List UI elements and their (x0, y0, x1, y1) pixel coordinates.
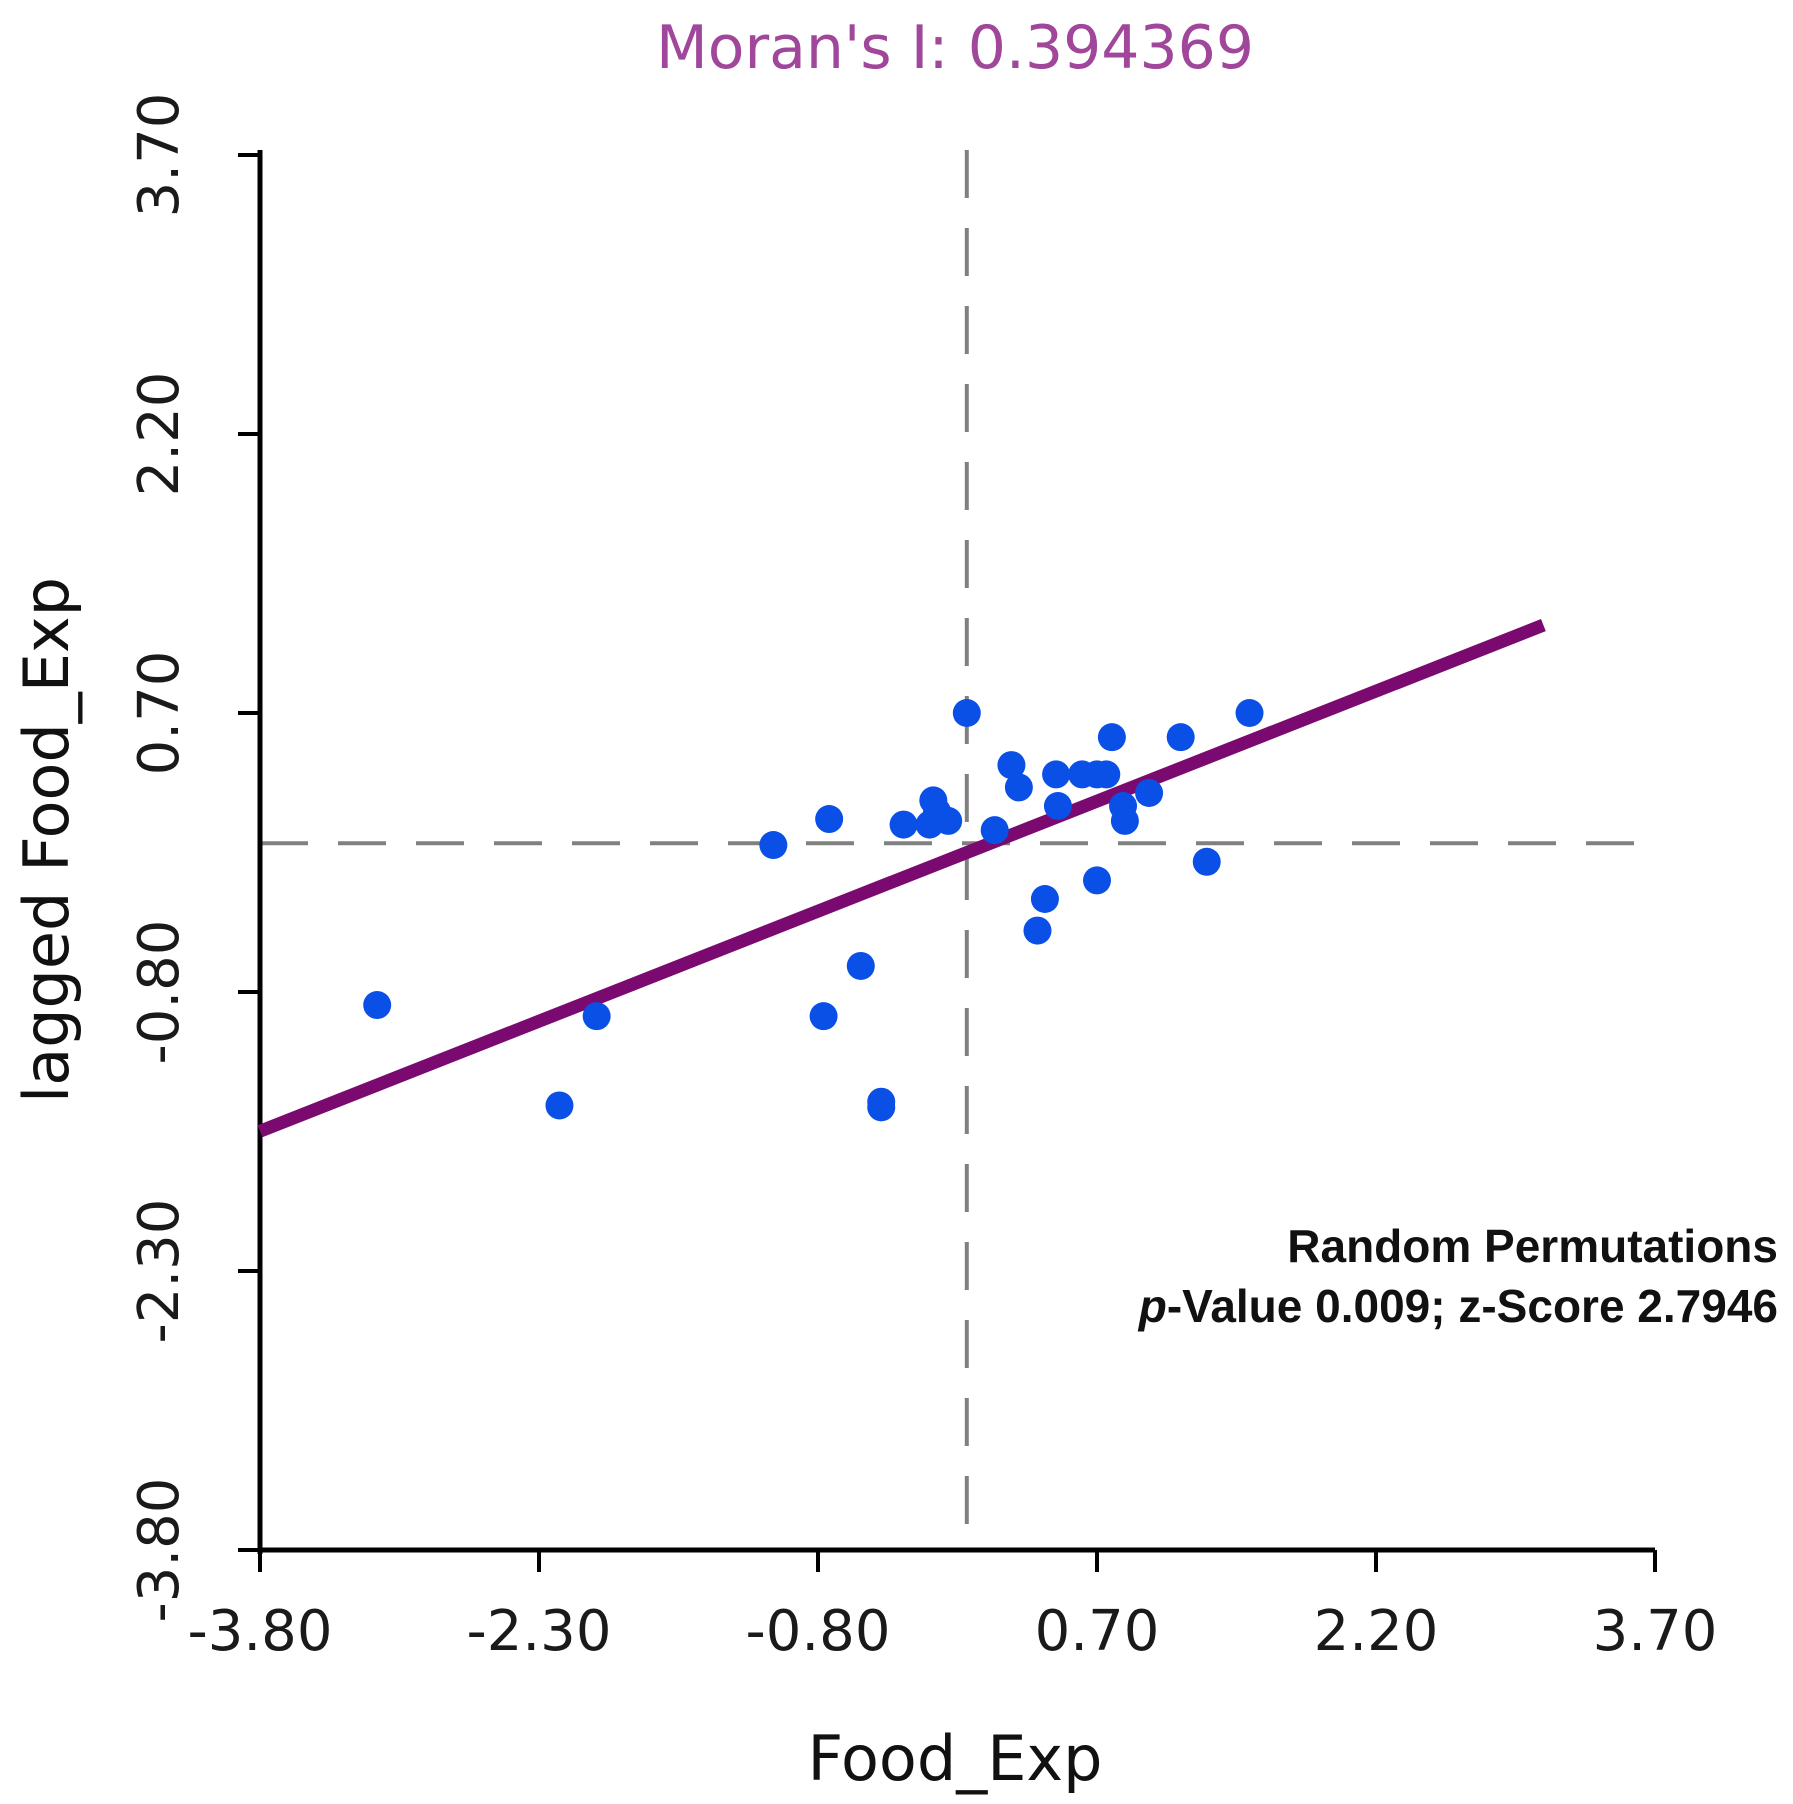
y-tick-label: 2.20 (127, 372, 192, 497)
data-point (934, 806, 963, 835)
chart-title: Moran's I: 0.394369 (656, 13, 1254, 83)
data-point (1166, 723, 1195, 752)
x-tick-label: 0.70 (1035, 1599, 1160, 1664)
x-axis-label: Food_Exp (808, 1722, 1103, 1795)
data-point (889, 810, 918, 839)
p-italic: p (1137, 1280, 1167, 1332)
x-tick-label: -0.80 (746, 1599, 891, 1664)
regression-line (257, 619, 1546, 1138)
data-point (1092, 760, 1121, 789)
data-point (1135, 778, 1164, 807)
regression-line-group (257, 619, 1546, 1138)
data-point (1004, 773, 1033, 802)
y-tick-label: -0.80 (127, 920, 192, 1065)
data-points (363, 699, 1264, 1122)
y-tick-label: -3.80 (127, 1478, 192, 1623)
annotation-permutations: Random Permutations (1287, 1220, 1778, 1272)
data-point (1083, 866, 1111, 895)
y-tick-label: 3.70 (127, 93, 192, 218)
data-point (980, 816, 1009, 845)
data-point (1042, 760, 1071, 789)
x-tick-label: 3.70 (1593, 1599, 1718, 1664)
y-tick-label: -2.30 (127, 1199, 192, 1344)
data-point (846, 951, 875, 980)
data-point (1043, 792, 1072, 820)
y-ticks: -3.80 -2.30 -0.80 0.70 2.20 3.70 (127, 93, 260, 1623)
data-point (1023, 916, 1052, 945)
data-point (867, 1093, 896, 1122)
axes (257, 150, 1655, 1554)
data-point (1235, 699, 1264, 727)
data-point (363, 991, 392, 1020)
data-point (759, 831, 788, 860)
x-ticks: -3.80 -2.30 -0.80 0.70 2.20 3.70 (188, 1550, 1718, 1664)
y-tick-label: 0.70 (127, 651, 192, 776)
x-tick-label: -2.30 (467, 1599, 612, 1664)
data-point (582, 1002, 611, 1031)
data-point (809, 1002, 838, 1031)
data-point (952, 699, 981, 727)
data-point (1192, 847, 1221, 876)
y-axis-label: lagged Food_Exp (10, 577, 83, 1103)
data-point (815, 805, 844, 834)
data-point (1097, 723, 1126, 752)
data-point (1110, 806, 1139, 835)
data-point (545, 1091, 574, 1120)
data-point (997, 751, 1026, 780)
x-tick-label: 2.20 (1314, 1599, 1439, 1664)
data-point (1030, 885, 1059, 913)
annotation-stats: p-Value 0.009; z-Score 2.7946 (1137, 1280, 1778, 1332)
x-tick-label: -3.80 (188, 1599, 333, 1664)
stats-rest: -Value 0.009; z-Score 2.7946 (1167, 1280, 1778, 1332)
